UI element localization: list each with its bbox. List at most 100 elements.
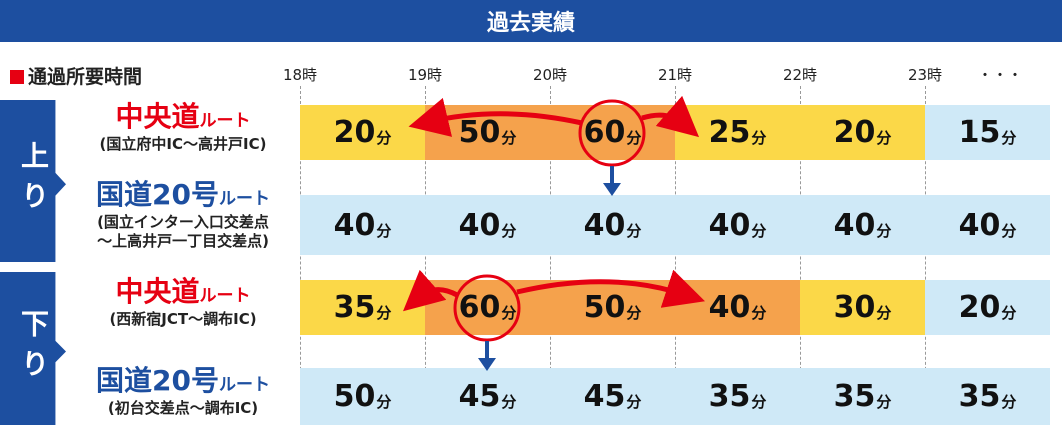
minutes-unit: 分 (501, 393, 517, 411)
minutes-unit: 分 (626, 393, 642, 411)
route-label: 国道20号ルート (国立インター入口交差点 ～上高井戸一丁目交差点) (66, 173, 300, 251)
minutes-unit: 分 (751, 221, 767, 240)
minutes-value: 25 (708, 115, 751, 150)
section-label: 通過所要時間 (10, 62, 142, 89)
route-name: 国道20号 (96, 178, 219, 211)
route-suffix: ルート (218, 189, 270, 209)
time-cell: 40 分 (300, 195, 425, 255)
route-note: ～上高井戸一丁目交差点) (97, 232, 269, 250)
minutes-unit: 分 (376, 221, 392, 240)
time-cell: 60 分 (425, 280, 550, 335)
time-cell: 45 分 (550, 368, 675, 425)
minutes-unit: 分 (751, 393, 767, 411)
route-name: 国道20号 (96, 363, 219, 397)
minutes-unit: 分 (626, 129, 642, 147)
minutes-unit: 分 (751, 129, 767, 147)
minutes-value: 20 (958, 290, 1001, 325)
minutes-value: 40 (708, 207, 751, 243)
time-cell: 40 分 (425, 195, 550, 255)
minutes-unit: 分 (876, 129, 892, 147)
minutes-value: 60 (458, 290, 501, 325)
minutes-value: 40 (458, 207, 501, 243)
time-cell: 35 分 (800, 368, 925, 425)
minutes-unit: 分 (376, 129, 392, 147)
time-cell: 50 分 (550, 280, 675, 335)
minutes-unit: 分 (876, 304, 892, 322)
time-cell: 35 分 (300, 280, 425, 335)
time-label: ・・・ (977, 66, 1023, 84)
direction-label: 下り (0, 272, 66, 425)
minutes-unit: 分 (1001, 221, 1017, 240)
minutes-value: 40 (583, 207, 626, 243)
minutes-value: 35 (708, 379, 751, 414)
time-cell: 40 分 (800, 195, 925, 255)
time-cell: 25 分 (675, 105, 800, 160)
time-cell: 30 分 (800, 280, 925, 335)
route-suffix: ルート (199, 110, 251, 131)
route-suffix: ルート (199, 285, 251, 306)
minutes-value: 50 (333, 379, 376, 414)
minutes-value: 40 (958, 207, 1001, 243)
minutes-value: 35 (333, 290, 376, 325)
time-cell: 35 分 (925, 368, 1050, 425)
time-label: 18時 (282, 66, 318, 84)
minutes-value: 20 (833, 115, 876, 150)
minutes-unit: 分 (501, 221, 517, 240)
time-label: 20時 (532, 66, 568, 84)
time-cell: 20 分 (925, 280, 1050, 335)
route-label: 中央道ルート (国立府中IC～高井戸IC) (66, 95, 300, 154)
header-title: 過去実績 (0, 0, 1062, 42)
minutes-value: 20 (333, 115, 376, 150)
minutes-unit: 分 (876, 221, 892, 240)
time-cell: 50 分 (300, 368, 425, 425)
route-note: (国立府中IC～高井戸IC) (99, 134, 267, 153)
minutes-value: 40 (333, 207, 376, 243)
minutes-value: 40 (833, 207, 876, 243)
time-label: 23時 (907, 66, 943, 84)
direction-label: 上り (0, 100, 66, 262)
minutes-value: 60 (583, 115, 626, 150)
minutes-unit: 分 (626, 221, 642, 240)
minutes-unit: 分 (876, 393, 892, 411)
time-cell: 60 分 (550, 105, 675, 160)
time-divider (550, 86, 551, 425)
time-cell: 40 分 (550, 195, 675, 255)
minutes-value: 50 (458, 115, 501, 150)
time-cell: 20 分 (300, 105, 425, 160)
minutes-unit: 分 (501, 129, 517, 147)
time-divider (300, 86, 301, 425)
route-label: 中央道ルート (西新宿JCT～調布IC) (66, 270, 300, 329)
time-label: 19時 (407, 66, 443, 84)
minutes-value: 40 (708, 290, 751, 325)
minutes-value: 30 (833, 290, 876, 325)
time-divider (800, 86, 801, 425)
time-cell: 35 分 (675, 368, 800, 425)
time-cell: 40 分 (675, 195, 800, 255)
route-suffix: ルート (218, 374, 270, 395)
minutes-unit: 分 (1001, 393, 1017, 411)
route-name: 中央道 (115, 274, 200, 308)
minutes-value: 45 (458, 379, 501, 414)
route-name: 中央道 (115, 99, 200, 133)
time-cell: 50 分 (425, 105, 550, 160)
time-cell: 40 分 (675, 280, 800, 335)
minutes-unit: 分 (1001, 129, 1017, 147)
route-note: (西新宿JCT～調布IC) (109, 309, 257, 328)
minutes-unit: 分 (376, 304, 392, 322)
minutes-unit: 分 (626, 304, 642, 322)
time-label: 22時 (782, 66, 818, 84)
minutes-value: 15 (958, 115, 1001, 150)
time-cell: 15 分 (925, 105, 1050, 160)
time-divider (925, 86, 926, 425)
time-divider (675, 86, 676, 425)
minutes-value: 35 (833, 379, 876, 414)
minutes-value: 50 (583, 290, 626, 325)
time-cell: 40 分 (925, 195, 1050, 255)
minutes-unit: 分 (501, 304, 517, 322)
time-divider (425, 86, 426, 425)
minutes-value: 35 (958, 379, 1001, 414)
minutes-unit: 分 (376, 393, 392, 411)
route-note: (国立インター入口交差点 (97, 213, 269, 231)
minutes-unit: 分 (751, 304, 767, 322)
